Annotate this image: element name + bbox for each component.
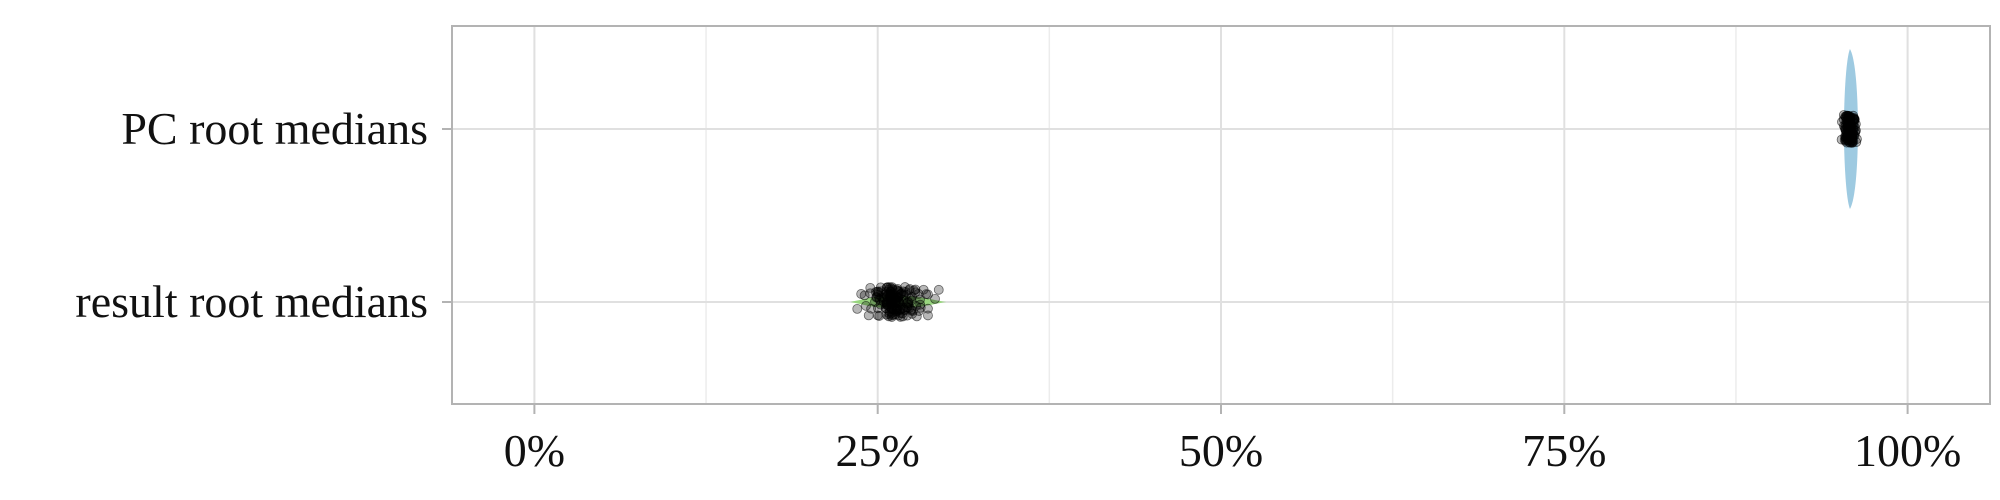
data-point — [881, 300, 892, 310]
data-point — [856, 289, 867, 299]
data-point — [870, 287, 881, 297]
data-point — [923, 289, 933, 300]
data-point — [866, 303, 877, 314]
y-axis: PC root medians result root medians — [75, 103, 452, 327]
data-point — [892, 305, 902, 316]
data-point — [881, 286, 892, 297]
x-tick-label: 0% — [504, 425, 565, 476]
data-point — [1844, 116, 1854, 127]
data-point — [1849, 113, 1859, 123]
data-point — [873, 303, 883, 314]
x-tick-label: 50% — [1179, 425, 1263, 476]
data-point — [889, 304, 900, 315]
data-point — [874, 311, 885, 321]
data-point — [1843, 110, 1854, 121]
data-point — [911, 311, 922, 322]
data-point — [930, 293, 940, 304]
x-tick-label: 75% — [1522, 425, 1606, 476]
data-point — [923, 303, 933, 314]
data-point — [902, 310, 913, 321]
data-point — [894, 297, 905, 307]
data-point — [1844, 125, 1855, 136]
data-point — [861, 300, 871, 311]
data-point — [910, 287, 921, 298]
data-point — [933, 284, 944, 295]
data-point — [923, 310, 933, 321]
data-point — [898, 286, 909, 297]
x-axis: 0% 25% 50% 75% 100% — [504, 404, 1961, 476]
points-layer — [852, 110, 1862, 322]
x-tick-label: 100% — [1854, 425, 1961, 476]
data-point — [1843, 135, 1853, 146]
y-tick-label: result root medians — [75, 276, 428, 327]
data-point — [1840, 130, 1851, 141]
data-point — [903, 298, 914, 308]
y-tick-label: PC root medians — [121, 103, 428, 154]
data-point — [904, 285, 915, 296]
x-tick-label: 25% — [836, 425, 920, 476]
grid-lines — [452, 26, 1990, 404]
data-point — [852, 303, 863, 314]
